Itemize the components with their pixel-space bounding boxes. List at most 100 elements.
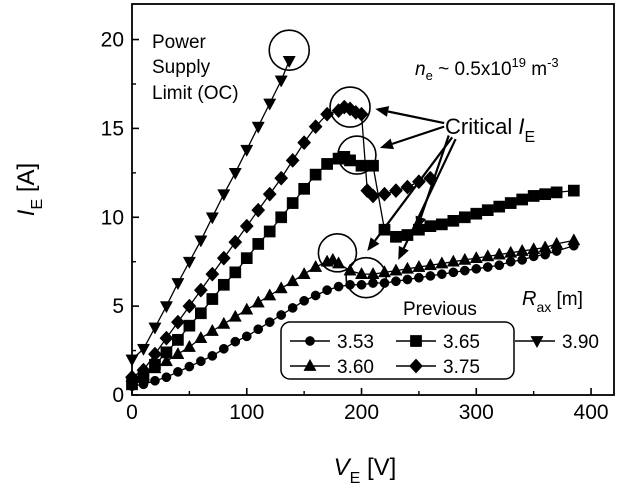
data-point: [527, 190, 540, 202]
data-point: [205, 323, 219, 336]
data-point: [263, 288, 277, 301]
data-point: [263, 98, 277, 111]
legend-marker: [409, 358, 423, 374]
data-point: [515, 243, 529, 256]
critical-circle: [317, 233, 358, 273]
data-point: [172, 334, 184, 346]
data-point: [391, 276, 401, 287]
legend-box: [280, 321, 515, 380]
data-point: [182, 339, 196, 352]
data-point: [205, 212, 219, 225]
data-point: [207, 351, 218, 361]
data-point: [355, 267, 369, 279]
data-point: [435, 256, 449, 269]
data-point: [402, 274, 413, 285]
y-tick-label: 10: [101, 206, 124, 229]
data-point: [493, 200, 506, 213]
data-point: [150, 375, 160, 386]
data-point: [414, 272, 424, 283]
data-point: [239, 218, 254, 234]
data-point: [458, 211, 471, 224]
data-point: [367, 159, 379, 172]
data-point: [193, 282, 208, 298]
data-point: [196, 356, 206, 367]
data-point: [287, 303, 298, 313]
data-point: [355, 159, 368, 172]
data-point: [182, 298, 197, 314]
data-point: [354, 106, 369, 122]
data-point: [366, 267, 380, 279]
legend-label: 3.53: [337, 332, 374, 353]
series-3.60: [125, 233, 581, 383]
legend-items: 3.53 3.60 3.65 3.75 3.90: [290, 332, 599, 378]
critical-arrows: [367, 106, 457, 260]
data-point: [412, 259, 426, 272]
critical-arrow: [398, 138, 457, 260]
series-3.65: [126, 150, 580, 391]
data-point: [446, 254, 460, 267]
data-point: [400, 261, 414, 274]
data-point: [216, 250, 231, 266]
y-tick-label: 0: [112, 384, 124, 407]
data-point: [194, 235, 208, 248]
y-tick-label: 20: [101, 29, 124, 52]
data-point: [298, 182, 310, 195]
data-point: [504, 245, 518, 258]
legend-item-3.65: 3.65: [396, 332, 480, 353]
data-point: [251, 121, 265, 134]
data-point: [356, 279, 367, 290]
data-point: [253, 324, 264, 335]
data-point: [184, 361, 195, 372]
data-point: [282, 56, 296, 68]
data-point: [262, 186, 277, 202]
data-series: [125, 56, 581, 391]
data-point: [251, 202, 266, 218]
critical-arrow: [375, 106, 445, 125]
data-point: [436, 218, 448, 231]
data-point: [159, 330, 174, 346]
data-point: [516, 193, 529, 206]
data-point: [332, 256, 346, 269]
data-point: [482, 262, 493, 272]
data-point: [297, 135, 312, 151]
x-tick-label: 200: [344, 401, 379, 424]
data-point: [425, 271, 436, 281]
x-axis-title: VE [V]: [334, 454, 397, 487]
data-point: [470, 207, 483, 220]
data-point: [264, 317, 275, 327]
data-point: [276, 310, 287, 320]
legend-item-3.90: 3.90: [515, 332, 599, 353]
critical-circle: [345, 256, 387, 299]
data-point: [377, 265, 391, 278]
legend-label: 3.65: [443, 332, 480, 353]
y-tick-label: 15: [101, 117, 124, 140]
critical-circle: [329, 86, 371, 128]
data-point: [517, 255, 528, 265]
data-point: [240, 302, 254, 315]
data-point: [345, 279, 355, 290]
data-point: [527, 242, 541, 255]
data-point: [173, 367, 183, 377]
power-supply-annotation: Power Supply Limit (OC): [152, 32, 239, 104]
data-point: [148, 322, 162, 335]
data-point: [161, 372, 172, 383]
critical-ie-annotation: Critical IE: [445, 114, 535, 146]
legend-item-3.53: 3.53: [290, 332, 374, 353]
data-point: [183, 319, 196, 332]
x-tick-label: 100: [229, 401, 264, 424]
data-point: [459, 265, 470, 276]
critical-arrow: [379, 125, 445, 150]
critical-arrow: [367, 136, 454, 252]
data-point: [171, 278, 185, 291]
data-point: [424, 220, 437, 233]
data-point: [539, 188, 551, 201]
data-point: [344, 154, 356, 167]
series-3.90: [125, 56, 296, 367]
arrow-head: [398, 245, 409, 260]
legend-marker: [303, 358, 317, 371]
data-point: [230, 336, 241, 347]
legend-label: 3.75: [443, 357, 480, 378]
data-point: [241, 331, 252, 342]
